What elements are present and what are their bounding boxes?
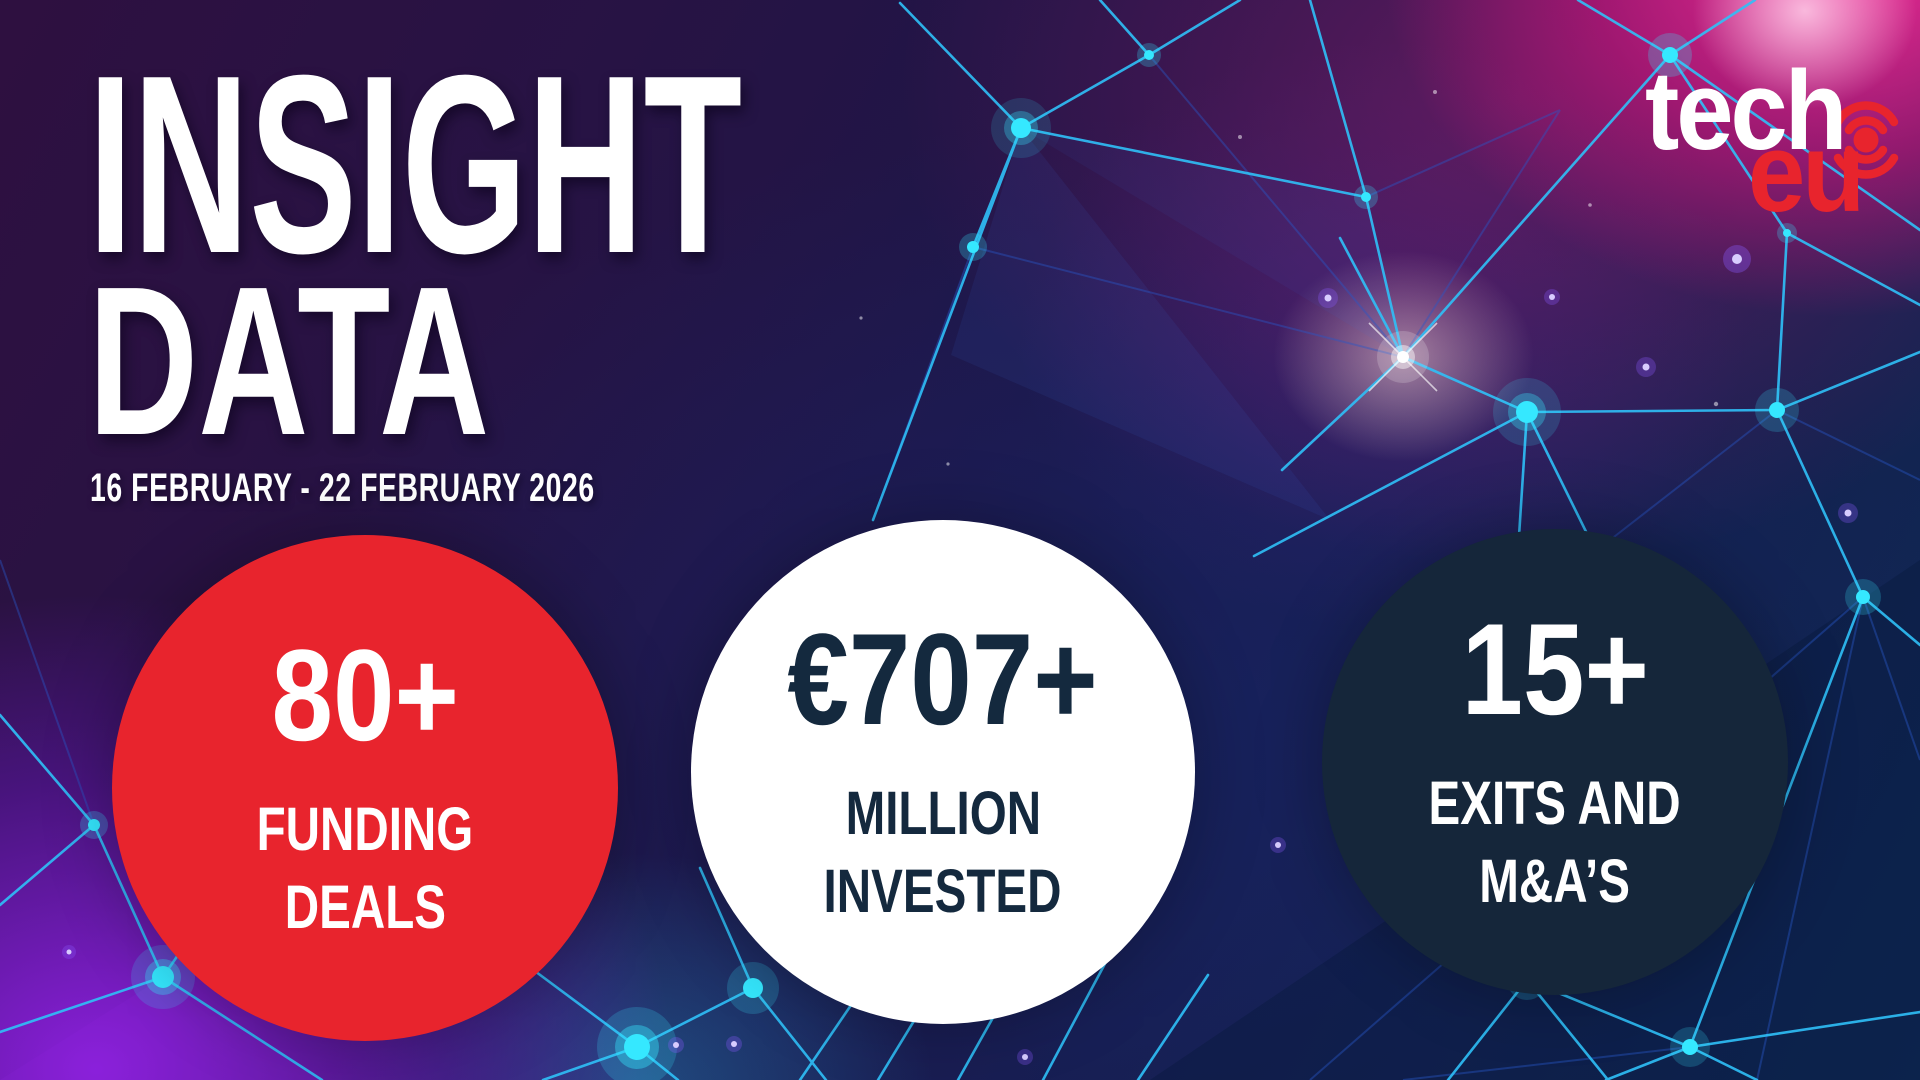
page-title-line1: INSIGHT: [88, 22, 743, 306]
stat-value: 80+: [271, 621, 459, 768]
stat-label-line1: MILLION: [845, 778, 1041, 847]
date-range: 16 FEBRUARY - 22 FEBRUARY 2026: [90, 466, 595, 510]
stat-value: €707+: [787, 605, 1099, 752]
stat-circle-funding-deals: 80+ FUNDING DEALS: [112, 535, 618, 1041]
stat-label-line2: M&A’S: [1479, 847, 1631, 915]
stat-label-line2: DEALS: [284, 873, 446, 941]
techeu-logo: tech eu: [1630, 40, 1920, 250]
stat-label-line1: EXITS AND: [1428, 768, 1682, 837]
stat-circle-exits-mna: 15+ EXITS AND M&A’S: [1322, 529, 1788, 995]
page-title-line2: DATA: [88, 242, 490, 479]
stat-label-line2: INVESTED: [824, 857, 1062, 925]
stat-value: 15+: [1461, 595, 1649, 742]
logo-text-eu: eu: [1748, 110, 1865, 235]
signal-waves-icon: [1833, 101, 1899, 179]
star-specks: [859, 90, 1719, 466]
logo-text-tech: tech: [1645, 48, 1848, 173]
stat-label-line1: FUNDING: [256, 794, 474, 863]
stat-circle-million-invested: €707+ MILLION INVESTED: [691, 520, 1195, 1024]
